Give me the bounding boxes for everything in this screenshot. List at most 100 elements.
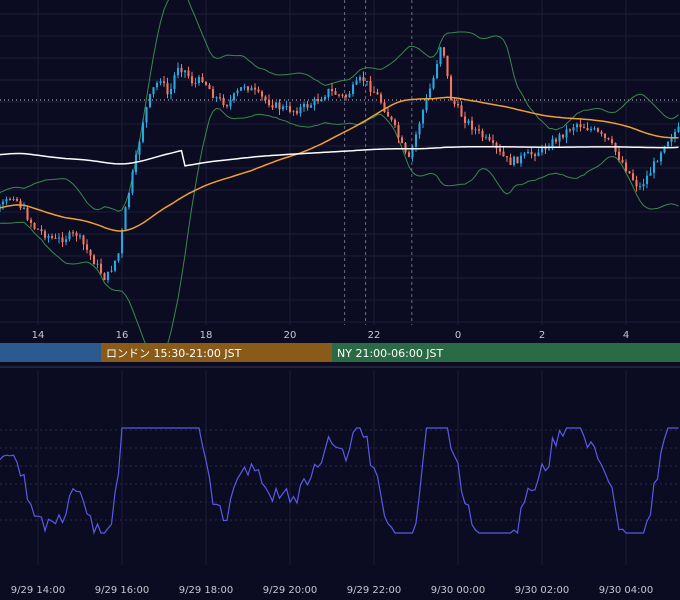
candle-body (617, 151, 621, 160)
candle-body (421, 110, 425, 124)
candle-body (26, 207, 29, 220)
candle-body (8, 198, 12, 200)
price-x-tick-label: 14 (32, 330, 45, 341)
candle-body (218, 97, 222, 99)
bollinger-upper-line (0, 0, 679, 212)
candle-body (568, 129, 572, 131)
candle-body (78, 235, 82, 237)
candle-body (390, 116, 393, 120)
candle-body (204, 81, 208, 85)
bollinger-lower-line (0, 107, 679, 362)
candle-body (526, 151, 530, 154)
session-bar: ロンドン 15:30-21:00 JST NY 21:00-06:00 JST (0, 343, 680, 362)
candle-body (565, 129, 568, 138)
candle-body (435, 64, 439, 78)
candle-body (547, 148, 551, 150)
candle-body (502, 151, 505, 157)
candle-body (369, 80, 372, 92)
candle-body (103, 273, 106, 281)
candle-body (250, 87, 253, 91)
candle-body (176, 67, 180, 76)
candle-body (29, 219, 33, 223)
candle-body (453, 100, 456, 104)
candle-body (603, 133, 607, 138)
moving-average-long-line (0, 145, 679, 167)
candle-body (442, 47, 446, 56)
candle-body (208, 84, 211, 90)
price-panel[interactable] (0, 0, 680, 362)
candle-body (40, 229, 43, 232)
candle-body (246, 86, 250, 91)
candle-body (554, 139, 558, 142)
candle-body (383, 102, 386, 112)
candle-body (89, 249, 92, 256)
candle-body (558, 134, 561, 142)
candle-body (666, 141, 670, 147)
candle-body (22, 207, 26, 209)
candle-body (540, 146, 544, 153)
candle-body (334, 91, 337, 95)
candle-body (649, 172, 652, 176)
candle-body (544, 146, 547, 150)
candle-body (50, 236, 54, 238)
candle-body (635, 179, 638, 187)
candle-body (470, 120, 474, 130)
candle-body (152, 87, 155, 95)
candle-body (117, 253, 120, 261)
candle-body (323, 96, 327, 100)
candle-body (656, 161, 659, 163)
price-x-tick-label: 2 (539, 330, 545, 341)
candle-body (512, 156, 516, 165)
candle-body (530, 151, 533, 155)
candle-body (628, 171, 631, 174)
candle-body (166, 83, 169, 95)
candle-body (600, 131, 603, 134)
candle-body (313, 98, 316, 106)
candle-body (274, 102, 278, 108)
candle-body (54, 237, 57, 239)
session-label: NY 21:00-06:00 JST (337, 347, 444, 360)
candle-body (365, 80, 369, 82)
candle-body (607, 137, 610, 140)
candle-body (491, 140, 495, 143)
candle-body (523, 153, 526, 156)
candle-body (376, 92, 379, 95)
candle-body (278, 102, 281, 110)
candle-body (582, 127, 586, 129)
candle-body (64, 239, 68, 243)
candle-body (113, 260, 117, 271)
candle-body (505, 156, 509, 158)
candle-body (141, 122, 145, 142)
candle-body (267, 99, 271, 106)
candle-body (439, 47, 442, 65)
candle-body (596, 128, 600, 132)
candle-body (404, 142, 407, 153)
candle-body (253, 87, 257, 90)
session-label: ロンドン 15:30-21:00 JST (106, 347, 242, 360)
candle-body (96, 263, 99, 265)
candle-body (428, 88, 432, 98)
candle-body (243, 86, 246, 88)
candle-body (467, 120, 470, 123)
candle-body (673, 131, 677, 139)
candle-body (180, 67, 183, 73)
oscillator-panel[interactable] (0, 427, 679, 535)
candle-body (477, 129, 481, 131)
candle-body (92, 255, 96, 265)
candle-body (379, 94, 383, 103)
candle-body (57, 237, 61, 239)
candle-body (281, 106, 285, 110)
candle-body (341, 94, 344, 96)
candle-body (484, 136, 488, 138)
candle-body (148, 94, 152, 108)
candle-body (327, 88, 330, 97)
candle-body (463, 116, 467, 123)
price-panel-grid (0, 0, 680, 325)
candle-body (358, 77, 362, 81)
candle-body (516, 156, 519, 164)
oscillator-x-tick-label: 9/29 14:00 (11, 585, 65, 596)
oscillator-line (0, 427, 679, 535)
candle-body (348, 93, 351, 98)
